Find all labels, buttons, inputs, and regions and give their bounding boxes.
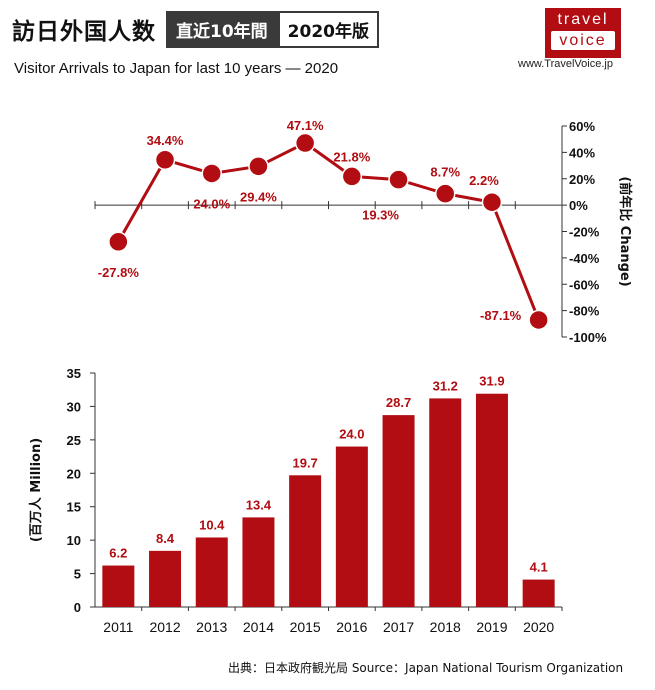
change-point [528,309,549,331]
logo-line1: travel [557,11,609,28]
change-data-label: -27.8% [98,265,140,280]
change-data-label: -87.1% [480,308,522,323]
change-point [341,166,363,187]
line-y-tick-label: 20% [569,172,595,187]
x-tick-label: 2011 [103,619,133,635]
bar-y-tick-label: 30 [67,399,81,414]
change-point [248,156,269,177]
arrivals-data-label: 10.4 [199,517,225,532]
arrivals-bar [382,415,415,607]
line-y-tick-label: 60% [569,119,595,134]
arrivals-bar [335,446,368,607]
logo-url: www.TravelVoice.jp [518,58,613,70]
travelvoice-logo: travel voice [545,8,621,58]
change-data-label: 29.4% [240,189,277,204]
source-note: 出典：日本政府観光局 Source：Japan National Tourism… [228,661,624,675]
change-data-label: 8.7% [430,165,460,180]
arrivals-bar [289,475,322,607]
change-point [108,231,129,253]
arrivals-data-label: 31.2 [433,378,458,393]
bar-y-tick-label: 20 [67,466,81,481]
logo-line2: voice [551,31,615,50]
bar-y-tick-label: 15 [67,500,81,515]
line-y-tick-label: -40% [569,251,600,266]
arrivals-bar [522,579,555,607]
arrivals-bar [475,393,508,607]
change-data-label: 24.0% [193,196,230,211]
arrivals-bar [102,565,135,607]
bar-y-tick-label: 10 [67,533,81,548]
x-tick-label: 2013 [196,619,227,635]
change-series-line [117,141,541,321]
x-tick-label: 2015 [290,619,321,635]
x-tick-label: 2017 [383,619,414,635]
x-tick-label: 2018 [430,619,461,635]
header: 訪日外国人数 直近10年間 2020年版 [12,10,379,48]
arrivals-data-label: 31.9 [479,374,504,389]
line-y-tick-label: -60% [569,277,600,292]
change-data-label: 34.4% [147,133,184,148]
arrivals-bar [242,517,275,607]
change-data-label: 19.3% [362,208,399,223]
line-y-tick-label: -100% [569,330,607,345]
change-point [435,183,456,204]
x-tick-label: 2020 [523,619,554,635]
bar-y-tick-label: 0 [74,600,81,615]
x-tick-label: 2019 [476,619,507,635]
arrivals-data-label: 13.4 [246,497,272,512]
arrivals-bar [195,537,228,607]
line-y-tick-label: 40% [569,145,595,160]
bar-y-tick-label: 25 [67,433,81,448]
x-tick-label: 2016 [336,619,367,635]
change-point [201,163,222,184]
change-point [388,169,409,190]
line-y-tick-label: -20% [569,225,600,240]
change-point [294,132,316,154]
change-data-label: 21.8% [333,149,370,164]
bar-y-tick-label: 5 [74,567,81,582]
arrivals-bar [429,398,462,607]
badge-year: 2020年版 [277,10,379,48]
arrivals-data-label: 8.4 [156,531,175,546]
x-tick-label: 2012 [149,619,180,635]
change-data-label: 2.2% [469,173,499,188]
arrivals-data-label: 6.2 [109,546,127,561]
line-y-tick-label: -80% [569,304,600,319]
page-title: 訪日外国人数 [12,19,156,45]
arrivals-data-label: 4.1 [530,560,548,575]
line-y-tick-label: 0% [569,198,588,213]
change-data-label: 47.1% [287,118,324,133]
line-y-axis-label: (前年比 Change) [617,176,633,286]
x-tick-label: 2014 [243,619,274,635]
arrivals-bar [149,550,182,607]
arrivals-data-label: 19.7 [292,455,317,470]
bar-y-axis-label: (百万人 Million) [28,438,44,542]
bar-y-tick-label: 35 [67,366,81,381]
arrivals-data-label: 24.0 [339,427,364,442]
change-point [154,149,176,171]
arrivals-data-label: 28.7 [386,395,411,410]
badge-recent: 直近10年間 [166,10,278,48]
change-point [481,191,503,213]
chart-subtitle: Visitor Arrivals to Japan for last 10 ye… [14,60,339,77]
